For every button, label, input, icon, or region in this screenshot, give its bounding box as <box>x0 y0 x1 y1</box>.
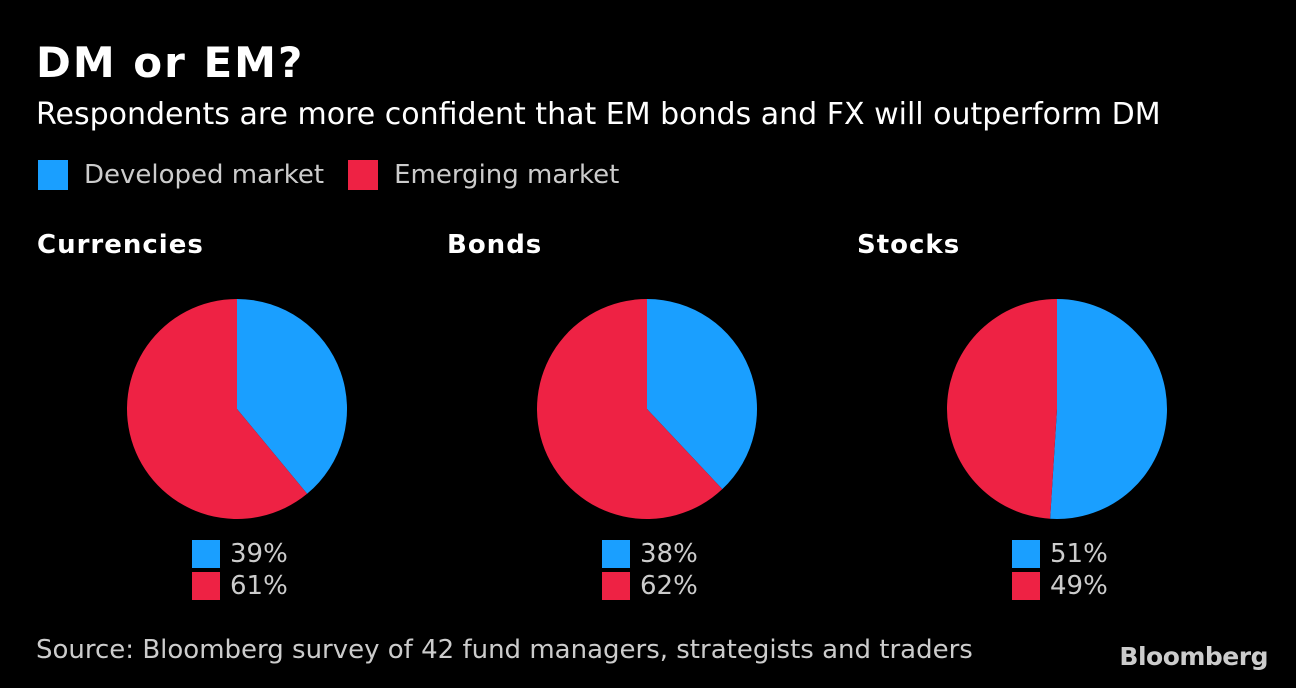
pie-legend-currencies: 39% 61% <box>192 538 288 602</box>
legend-label-emerging: Emerging market <box>394 160 620 190</box>
legend-swatch-developed <box>38 160 68 190</box>
pie-legend-row-developed: 38% <box>602 538 698 570</box>
legend-swatch-emerging <box>348 160 379 190</box>
chart-title: DM or EM? <box>36 38 305 87</box>
pie-swatch-emerging <box>1012 572 1040 600</box>
legend-label-developed: Developed market <box>84 160 325 190</box>
pie-legend-row-emerging: 62% <box>602 570 698 602</box>
pie-value-developed: 38% <box>640 539 698 569</box>
pie-swatch-developed <box>602 540 630 568</box>
pie-slice-emerging <box>537 299 723 519</box>
panel-title-stocks: Stocks <box>857 230 961 260</box>
pie-legend-row-emerging: 49% <box>1012 570 1108 602</box>
source-note: Source: Bloomberg survey of 42 fund mana… <box>36 635 973 665</box>
pie-legend-stocks: 51% 49% <box>1012 538 1108 602</box>
bloomberg-logo: Bloomberg <box>1119 642 1268 671</box>
pie-value-emerging: 49% <box>1050 571 1108 601</box>
pie-value-developed: 51% <box>1050 539 1108 569</box>
legend: Developed market Emerging market <box>38 158 643 192</box>
legend-item-emerging: Emerging market <box>348 160 619 190</box>
pie-currencies <box>126 299 347 519</box>
pie-value-emerging: 61% <box>230 571 288 601</box>
pie-slice-developed <box>647 299 757 490</box>
chart-subtitle: Respondents are more confident that EM b… <box>36 97 1161 132</box>
panel-title-bonds: Bonds <box>447 230 543 260</box>
pie-swatch-emerging <box>602 572 630 600</box>
pie-legend-bonds: 38% 62% <box>602 538 698 602</box>
panel-title-currencies: Currencies <box>37 230 204 260</box>
pie-legend-row-developed: 39% <box>192 538 288 570</box>
pie-slice-developed <box>1050 299 1168 519</box>
pie-slice-emerging <box>126 299 308 519</box>
pie-swatch-developed <box>1012 540 1040 568</box>
pie-swatch-developed <box>192 540 220 568</box>
pie-value-developed: 39% <box>230 539 288 569</box>
pie-stocks <box>947 299 1168 519</box>
pie-value-emerging: 62% <box>640 571 698 601</box>
pie-slice-emerging <box>947 299 1057 519</box>
pie-slice-developed <box>237 299 347 494</box>
legend-item-developed: Developed market <box>38 160 324 190</box>
pie-bonds <box>537 299 757 519</box>
pie-swatch-emerging <box>192 572 220 600</box>
pie-legend-row-developed: 51% <box>1012 538 1108 570</box>
pie-legend-row-emerging: 61% <box>192 570 288 602</box>
